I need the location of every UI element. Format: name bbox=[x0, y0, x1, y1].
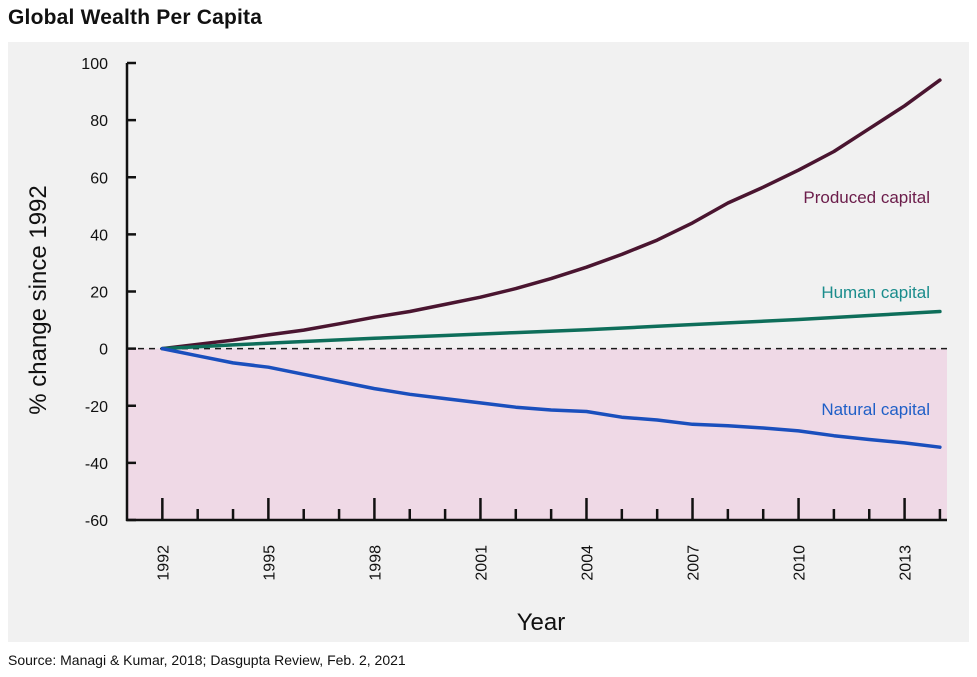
series-label-human-capital: Human capital bbox=[821, 283, 930, 302]
y-tick-label: 20 bbox=[90, 285, 108, 302]
series-label-produced-capital: Produced capital bbox=[803, 188, 930, 207]
x-tick-label: 1998 bbox=[367, 545, 384, 581]
y-tick-label: -40 bbox=[85, 456, 108, 473]
source-note: Source: Managi & Kumar, 2018; Dasgupta R… bbox=[8, 652, 406, 668]
y-tick-label: 40 bbox=[90, 227, 108, 244]
y-tick-label: -20 bbox=[85, 399, 108, 416]
x-tick-label: 1995 bbox=[261, 545, 278, 581]
x-tick-label: 1992 bbox=[155, 545, 172, 581]
y-tick-label: -60 bbox=[85, 513, 108, 530]
x-tick-label: 2007 bbox=[686, 545, 703, 581]
y-tick-label: 100 bbox=[81, 56, 108, 73]
y-axis-label: % change since 1992 bbox=[25, 185, 52, 415]
y-tick-label: 80 bbox=[90, 113, 108, 130]
chart-panel bbox=[8, 42, 969, 642]
series-line-natural-capital bbox=[160, 346, 942, 449]
negative-region bbox=[127, 348, 947, 520]
chart-title: Global Wealth Per Capita bbox=[8, 6, 263, 29]
series-line-human-capital bbox=[160, 309, 942, 351]
series-label-natural-capital: Natural capital bbox=[821, 400, 930, 419]
x-axis-label: Year bbox=[517, 609, 566, 636]
y-tick-label: 60 bbox=[90, 170, 108, 187]
series-line-produced-capital bbox=[160, 78, 942, 351]
y-tick-label: 0 bbox=[99, 342, 108, 359]
x-tick-label: 2001 bbox=[473, 545, 490, 581]
x-tick-label: 2010 bbox=[792, 545, 809, 581]
x-tick-label: 2004 bbox=[579, 545, 596, 581]
x-tick-label: 2013 bbox=[898, 545, 915, 581]
